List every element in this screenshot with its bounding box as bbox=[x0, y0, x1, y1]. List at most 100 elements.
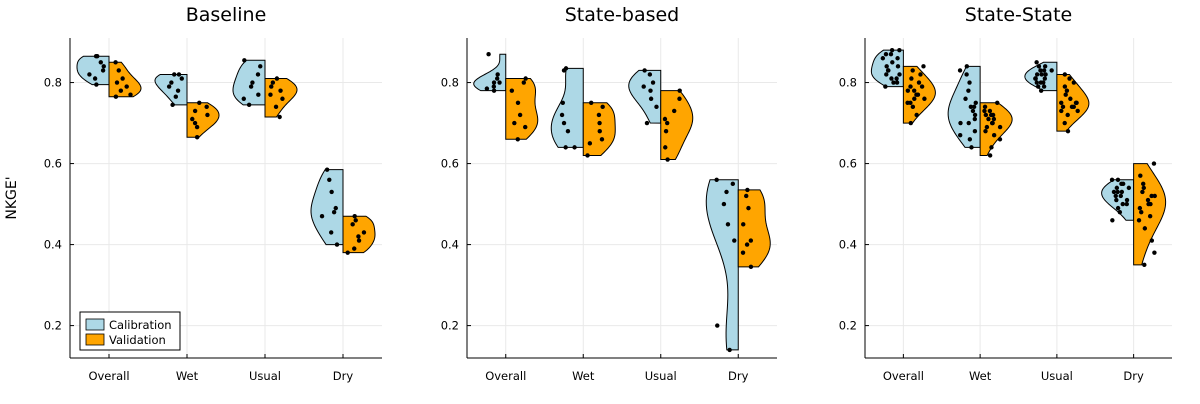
data-point bbox=[724, 189, 729, 195]
data-point bbox=[1111, 189, 1117, 195]
data-point bbox=[910, 68, 915, 73]
data-point bbox=[331, 209, 337, 215]
data-point bbox=[280, 96, 285, 101]
data-point bbox=[118, 88, 124, 93]
data-point bbox=[989, 145, 994, 150]
data-point bbox=[644, 120, 650, 126]
data-point bbox=[256, 92, 261, 97]
data-point bbox=[361, 230, 367, 235]
x-tick-label-overall: Overall bbox=[883, 369, 924, 383]
y-tick-label: 0.4 bbox=[441, 238, 459, 252]
violin-validation-usual bbox=[660, 90, 694, 161]
y-tick-label: 0.2 bbox=[44, 319, 62, 333]
data-point bbox=[194, 135, 200, 140]
data-point bbox=[1049, 68, 1054, 73]
data-point bbox=[730, 181, 736, 187]
data-point bbox=[128, 92, 133, 97]
data-point bbox=[905, 88, 911, 93]
data-point bbox=[1062, 120, 1067, 126]
data-point bbox=[1151, 161, 1157, 166]
data-point bbox=[911, 88, 917, 93]
data-point bbox=[333, 205, 338, 211]
data-point bbox=[1140, 189, 1145, 195]
data-point bbox=[967, 80, 972, 85]
data-point bbox=[494, 76, 500, 81]
legend-swatch-calibration bbox=[85, 318, 105, 331]
data-point bbox=[166, 84, 172, 89]
data-point bbox=[889, 76, 894, 81]
data-point bbox=[1063, 92, 1068, 97]
violin-calibration-wet bbox=[947, 65, 981, 148]
data-point bbox=[175, 88, 181, 93]
data-point bbox=[997, 124, 1003, 130]
data-point bbox=[1118, 193, 1123, 199]
y-tick-label: 0.8 bbox=[839, 76, 857, 90]
data-point bbox=[1034, 80, 1039, 85]
data-point bbox=[242, 58, 247, 63]
data-point bbox=[982, 104, 988, 110]
data-point bbox=[1071, 80, 1077, 85]
data-point bbox=[1142, 262, 1147, 268]
y-tick-label: 0.4 bbox=[44, 238, 62, 252]
data-point bbox=[919, 84, 925, 89]
data-point bbox=[356, 238, 362, 243]
legend-swatch-validation bbox=[85, 333, 105, 346]
data-point bbox=[278, 88, 283, 93]
data-point bbox=[745, 187, 750, 193]
data-point bbox=[1149, 193, 1154, 199]
violin-validation-overall bbox=[505, 78, 539, 140]
y-tick-label: 0.8 bbox=[44, 76, 62, 90]
data-point bbox=[1115, 189, 1120, 195]
data-point bbox=[642, 68, 647, 73]
y-tick-label: 0.6 bbox=[839, 157, 857, 171]
data-point bbox=[1075, 108, 1080, 114]
data-point bbox=[677, 96, 682, 101]
data-point bbox=[521, 80, 526, 85]
data-point bbox=[997, 137, 1003, 142]
data-point bbox=[1043, 72, 1048, 77]
data-point bbox=[897, 47, 902, 53]
data-point bbox=[270, 80, 276, 85]
data-point bbox=[1119, 181, 1124, 187]
data-point bbox=[908, 84, 913, 89]
data-point bbox=[491, 88, 497, 93]
data-point bbox=[888, 52, 894, 57]
data-point bbox=[995, 100, 1000, 106]
data-point bbox=[973, 100, 978, 106]
data-point bbox=[987, 108, 993, 114]
data-point bbox=[967, 137, 973, 142]
y-tick-label: 0.8 bbox=[441, 76, 459, 90]
data-point bbox=[250, 80, 255, 85]
data-point bbox=[560, 100, 565, 106]
data-point bbox=[92, 76, 98, 81]
data-point bbox=[563, 145, 568, 150]
data-point bbox=[1142, 226, 1148, 231]
x-tick-label-dry: Dry bbox=[728, 369, 749, 383]
data-point bbox=[113, 60, 118, 65]
data-point bbox=[572, 145, 577, 150]
data-point bbox=[971, 104, 977, 110]
data-point bbox=[1042, 76, 1048, 81]
data-point bbox=[101, 64, 106, 69]
violin-calibration-usual bbox=[628, 69, 662, 124]
data-point bbox=[1065, 128, 1071, 134]
data-point bbox=[587, 141, 593, 146]
data-point bbox=[597, 120, 602, 126]
data-point bbox=[523, 124, 528, 130]
data-point bbox=[732, 238, 737, 243]
data-point bbox=[1036, 64, 1042, 69]
data-point bbox=[957, 133, 963, 138]
data-point bbox=[94, 82, 99, 87]
chart-panel-1: 0.2 0.4 0.6 0.8 Overall Wet Usual Dry Baseline NK… bbox=[4, 4, 382, 383]
data-point bbox=[1124, 201, 1129, 207]
data-point bbox=[1060, 104, 1066, 110]
data-point bbox=[715, 323, 720, 328]
data-point bbox=[883, 84, 888, 89]
data-point bbox=[963, 96, 968, 101]
chart-title: State-State bbox=[965, 4, 1072, 26]
data-point bbox=[972, 116, 977, 122]
data-point bbox=[1146, 201, 1151, 207]
data-point bbox=[972, 112, 978, 118]
data-point bbox=[744, 193, 749, 199]
